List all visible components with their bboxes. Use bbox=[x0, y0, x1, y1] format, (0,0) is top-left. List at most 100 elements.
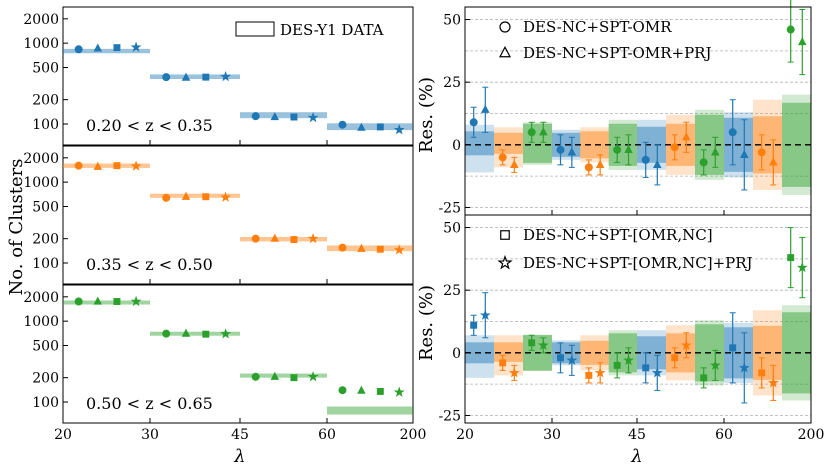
square-marker bbox=[290, 236, 298, 244]
triangle-marker bbox=[357, 122, 366, 131]
data-band bbox=[240, 373, 327, 378]
star-marker bbox=[497, 254, 513, 270]
y-tick-label: 2000 bbox=[23, 290, 59, 306]
y-tick-label: 0 bbox=[452, 138, 461, 154]
data-band bbox=[63, 300, 150, 305]
data-band bbox=[150, 193, 240, 198]
data-band bbox=[63, 163, 150, 168]
circle-marker bbox=[498, 153, 507, 162]
square-marker bbox=[500, 230, 510, 240]
square-marker bbox=[376, 123, 384, 131]
circle-marker bbox=[251, 234, 260, 243]
residual-band-inner bbox=[608, 333, 637, 373]
counts-panel-1: 100 200 500 1000 2000 0.35 < z < 0.50 bbox=[23, 145, 414, 285]
triangle-marker bbox=[499, 45, 511, 58]
y-tick-label: 100 bbox=[32, 395, 59, 411]
y-tick-label: 2000 bbox=[23, 12, 59, 28]
residual-band-inner bbox=[523, 123, 552, 163]
triangle-marker bbox=[93, 161, 103, 170]
triangle-marker bbox=[481, 104, 490, 113]
residual-band-inner bbox=[637, 336, 666, 370]
z-range-label: 0.35 < z < 0.50 bbox=[86, 255, 213, 274]
residual-band-outer bbox=[523, 122, 552, 165]
triangle-marker bbox=[539, 127, 548, 136]
circle-marker bbox=[499, 21, 511, 33]
legend-data-swatch bbox=[235, 21, 275, 37]
circle-marker bbox=[469, 118, 478, 127]
star-marker bbox=[307, 371, 319, 382]
data-band bbox=[327, 123, 413, 131]
triangle-marker bbox=[798, 37, 807, 46]
legend-label: DES-NC+SPT-OMR+PRJ bbox=[523, 44, 711, 62]
circle-marker bbox=[757, 148, 766, 157]
circle-marker bbox=[786, 25, 795, 34]
triangle-marker bbox=[711, 147, 720, 156]
circle-marker bbox=[251, 112, 260, 121]
triangle-marker bbox=[357, 385, 366, 394]
square-marker bbox=[470, 321, 478, 329]
star-marker bbox=[220, 328, 232, 339]
triangle-marker bbox=[624, 144, 633, 153]
star-marker bbox=[680, 339, 692, 350]
square-marker bbox=[700, 374, 708, 382]
square-marker bbox=[376, 245, 384, 253]
residual-band-inner bbox=[608, 123, 637, 166]
circle-marker bbox=[728, 128, 737, 137]
y-tick-label: 0 bbox=[452, 346, 461, 362]
circle-marker bbox=[162, 329, 171, 338]
residual-band-outer bbox=[494, 127, 523, 168]
star-marker bbox=[651, 367, 663, 378]
star-marker bbox=[537, 339, 549, 350]
star-marker bbox=[393, 123, 405, 135]
star-marker bbox=[220, 191, 232, 202]
star-marker bbox=[220, 70, 232, 82]
triangle-marker bbox=[93, 43, 103, 52]
x-tick-label: 30 bbox=[543, 427, 561, 443]
y-tick-label: 1000 bbox=[23, 36, 59, 52]
residual-band-inner bbox=[494, 342, 523, 362]
star-marker bbox=[307, 111, 319, 123]
circle-marker bbox=[338, 386, 347, 395]
star-marker bbox=[508, 367, 520, 378]
square-marker bbox=[113, 298, 121, 305]
residual-band-inner bbox=[637, 126, 666, 163]
square-marker bbox=[202, 193, 210, 201]
circle-marker bbox=[338, 243, 347, 252]
data-band bbox=[327, 245, 413, 252]
triangle-marker bbox=[510, 159, 519, 168]
star-marker bbox=[594, 367, 606, 378]
triangle-marker bbox=[270, 371, 280, 380]
x-tick-label: 45 bbox=[628, 427, 646, 443]
data-band bbox=[150, 331, 240, 336]
circle-marker bbox=[641, 155, 650, 164]
square-marker bbox=[290, 113, 298, 121]
y-tick-label: 50 bbox=[443, 13, 461, 29]
triangle-marker bbox=[567, 147, 577, 156]
residual-ylabel-bottom: Res. (%) bbox=[416, 285, 437, 361]
triangle-marker bbox=[181, 72, 191, 81]
y-tick-label: 25 bbox=[443, 283, 461, 299]
x-tick-label: 200 bbox=[400, 427, 427, 443]
data-band bbox=[327, 406, 413, 415]
residual-ylabel-top: Res. (%) bbox=[416, 77, 437, 153]
star-marker bbox=[393, 386, 405, 397]
triangle-marker bbox=[653, 159, 662, 168]
circle-marker bbox=[162, 193, 171, 202]
triangle-marker bbox=[357, 243, 366, 252]
square-marker bbox=[758, 369, 766, 377]
x-tick-label: 200 bbox=[798, 427, 825, 443]
x-tick-label: 30 bbox=[141, 427, 159, 443]
star-marker bbox=[130, 41, 142, 52]
triangle-marker bbox=[270, 233, 280, 242]
circle-marker bbox=[527, 128, 536, 137]
y-tick-label: 500 bbox=[32, 60, 59, 76]
residual-panel-0: -25 0 25 50 DES-NC+SPT-OMR DES-NC+SPT-OMR+PRJ bbox=[438, 0, 812, 216]
square-marker bbox=[557, 354, 564, 362]
counts-panel-frame bbox=[62, 6, 414, 146]
star-marker bbox=[393, 244, 405, 255]
residual-panel-1: -25 0 25 50 DES-NC+SPT-[OMR,NC] DES-NC+SPT-[O… bbox=[438, 214, 812, 424]
x-tick-label: 60 bbox=[318, 427, 336, 443]
square-marker bbox=[613, 361, 621, 369]
square-marker bbox=[290, 374, 298, 382]
